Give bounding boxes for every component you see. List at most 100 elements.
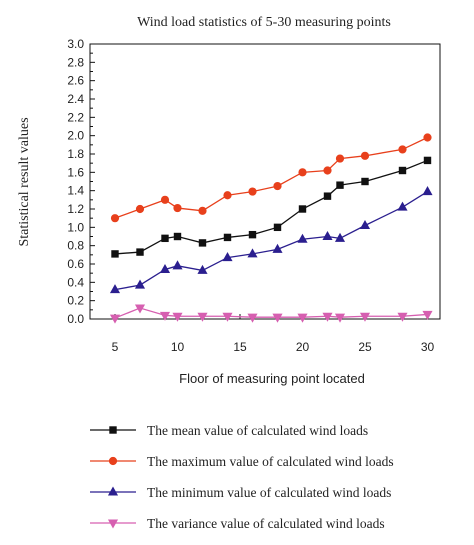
data-point xyxy=(135,204,145,214)
data-point xyxy=(360,151,370,160)
data-point xyxy=(159,311,171,321)
legend-item-4: The variance value of calculated wind lo… xyxy=(90,516,385,531)
data-point xyxy=(334,232,346,242)
y-tick-label: 1.2 xyxy=(67,202,84,216)
series-2 xyxy=(110,133,432,223)
x-axis: 5 10 15 20 25 30 xyxy=(112,314,435,354)
legend-label: The minimum value of calculated wind loa… xyxy=(147,485,391,500)
data-point xyxy=(297,233,308,243)
legend-label: The maximum value of calculated wind loa… xyxy=(147,454,394,469)
data-point xyxy=(247,248,258,258)
y-tick-label: 0.8 xyxy=(67,239,84,253)
data-point xyxy=(222,312,233,322)
y-tick-label: 0.4 xyxy=(67,275,84,289)
data-point xyxy=(322,230,333,240)
data-point xyxy=(110,214,120,223)
series-4 xyxy=(109,304,433,324)
y-tick-label: 3.0 xyxy=(67,37,84,51)
data-point xyxy=(109,284,121,294)
data-point xyxy=(172,312,183,322)
data-point xyxy=(323,192,332,200)
data-point xyxy=(160,195,170,204)
data-point xyxy=(423,133,432,142)
legend: The mean value of calculated wind loads T… xyxy=(90,423,394,531)
legend-item-1: The mean value of calculated wind loads xyxy=(90,423,368,438)
legend-marker xyxy=(108,456,118,466)
data-point xyxy=(322,312,333,322)
data-point xyxy=(247,313,258,323)
data-point xyxy=(272,313,283,323)
y-axis: 0.0 0.2 0.4 0.6 0.8 1.0 1.2 1.4 1.6 1.8 2.0 2.2 2.4 2… xyxy=(67,37,95,326)
data-point xyxy=(359,312,371,322)
data-point xyxy=(136,248,144,256)
data-point xyxy=(359,219,371,229)
y-tick-label: 2.8 xyxy=(67,55,84,69)
data-point xyxy=(423,156,432,165)
data-point xyxy=(272,243,283,253)
series-3 xyxy=(109,186,433,294)
legend-marker xyxy=(109,426,117,434)
data-point xyxy=(161,234,169,243)
x-tick-label: 10 xyxy=(171,340,185,354)
data-point xyxy=(422,186,433,196)
data-point xyxy=(248,230,257,239)
data-point xyxy=(397,201,408,211)
y-tick-label: 2.6 xyxy=(67,74,84,88)
data-point xyxy=(422,310,433,320)
y-tick-label: 2.2 xyxy=(67,110,84,124)
data-point xyxy=(398,166,407,175)
x-tick-label: 15 xyxy=(233,340,247,354)
y-tick-label: 0.2 xyxy=(67,294,84,308)
series-1 xyxy=(111,156,432,258)
legend-label: The variance value of calculated wind lo… xyxy=(147,516,385,531)
y-axis-label: Statistical result values xyxy=(17,117,32,246)
data-point xyxy=(197,312,208,322)
data-point xyxy=(173,203,182,213)
data-point xyxy=(134,304,146,314)
data-point xyxy=(273,181,282,191)
y-tick-label: 0.0 xyxy=(67,312,84,326)
plot-frame xyxy=(89,43,441,320)
y-tick-label: 1.6 xyxy=(67,165,84,179)
y-tick-label: 2.4 xyxy=(67,92,84,106)
data-point xyxy=(197,264,208,274)
y-tick-label: 1.0 xyxy=(67,220,84,234)
data-point xyxy=(298,168,307,177)
legend-marker xyxy=(107,486,119,496)
data-point xyxy=(335,154,345,163)
legend-item-2: The maximum value of calculated wind loa… xyxy=(90,454,394,469)
data-point xyxy=(222,252,233,262)
x-tick-label: 30 xyxy=(421,340,435,354)
data-point xyxy=(323,166,332,175)
data-point xyxy=(134,279,146,289)
data-point xyxy=(397,312,408,322)
data-point xyxy=(336,181,344,189)
legend-item-3: The minimum value of calculated wind loa… xyxy=(90,485,391,500)
y-tick-label: 0.6 xyxy=(67,257,84,271)
data-point xyxy=(361,177,369,186)
y-tick-label: 1.4 xyxy=(67,184,84,198)
y-tick-label: 2.0 xyxy=(67,129,84,143)
data-point xyxy=(297,313,308,323)
series-layer xyxy=(109,133,433,324)
plot-area: 0.0 0.2 0.4 0.6 0.8 1.0 1.2 1.4 1.6 1.8 2.0 2.2 2.4 2… xyxy=(67,37,441,354)
data-point xyxy=(198,239,207,247)
data-point xyxy=(173,232,182,241)
data-point xyxy=(223,191,232,200)
data-point xyxy=(398,145,407,154)
x-tick-label: 20 xyxy=(296,340,310,354)
data-point xyxy=(334,313,346,323)
x-tick-label: 5 xyxy=(112,340,119,354)
series-line xyxy=(114,136,428,219)
legend-label: The mean value of calculated wind loads xyxy=(147,423,368,438)
legend-marker xyxy=(107,519,119,529)
data-point xyxy=(248,187,257,196)
data-point xyxy=(111,250,119,258)
data-point xyxy=(273,223,282,232)
y-tick-label: 1.8 xyxy=(67,147,84,161)
data-point xyxy=(109,314,121,324)
data-point xyxy=(172,260,183,270)
data-point xyxy=(298,205,307,213)
chart-title: Wind load statistics of 5-30 measuring p… xyxy=(137,15,391,30)
